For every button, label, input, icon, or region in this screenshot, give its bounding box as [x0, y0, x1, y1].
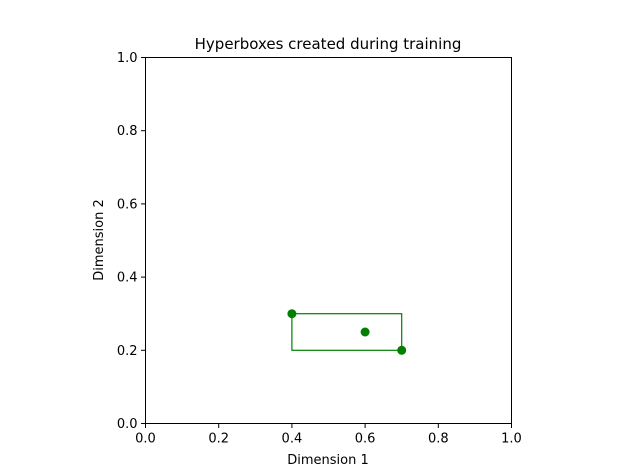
- x-tick-label: 0.0: [135, 432, 156, 447]
- data-point-3: [397, 345, 407, 355]
- x-axis-ticks: 0.0 0.2 0.4 0.6 0.8 1.0: [135, 423, 522, 447]
- y-tick-label: 0.2: [117, 344, 138, 359]
- x-axis-label: Dimension 1: [287, 453, 369, 468]
- y-tick-label: 1.0: [117, 51, 138, 66]
- y-tick-label: 0.8: [117, 124, 138, 139]
- x-tick-label: 1.0: [501, 432, 522, 447]
- x-tick-label: 0.2: [208, 432, 229, 447]
- data-point-2: [360, 327, 370, 337]
- x-tick-label: 0.4: [282, 432, 303, 447]
- y-tick-label: 0.4: [117, 271, 138, 286]
- plot-content: [287, 309, 407, 355]
- x-tick-label: 0.8: [428, 432, 449, 447]
- hyperbox-1: [291, 313, 403, 351]
- y-axis-ticks: 0.0 0.2 0.4 0.6 0.8 1.0: [117, 51, 146, 432]
- y-axis-label: Dimension 2: [92, 199, 107, 281]
- chart-title: Hyperboxes created during training: [195, 35, 462, 53]
- axes-frame: [145, 57, 512, 424]
- y-tick-label: 0.0: [117, 417, 138, 432]
- x-tick-label: 0.6: [355, 432, 376, 447]
- y-tick-label: 0.6: [117, 197, 138, 212]
- data-point-1: [287, 309, 297, 319]
